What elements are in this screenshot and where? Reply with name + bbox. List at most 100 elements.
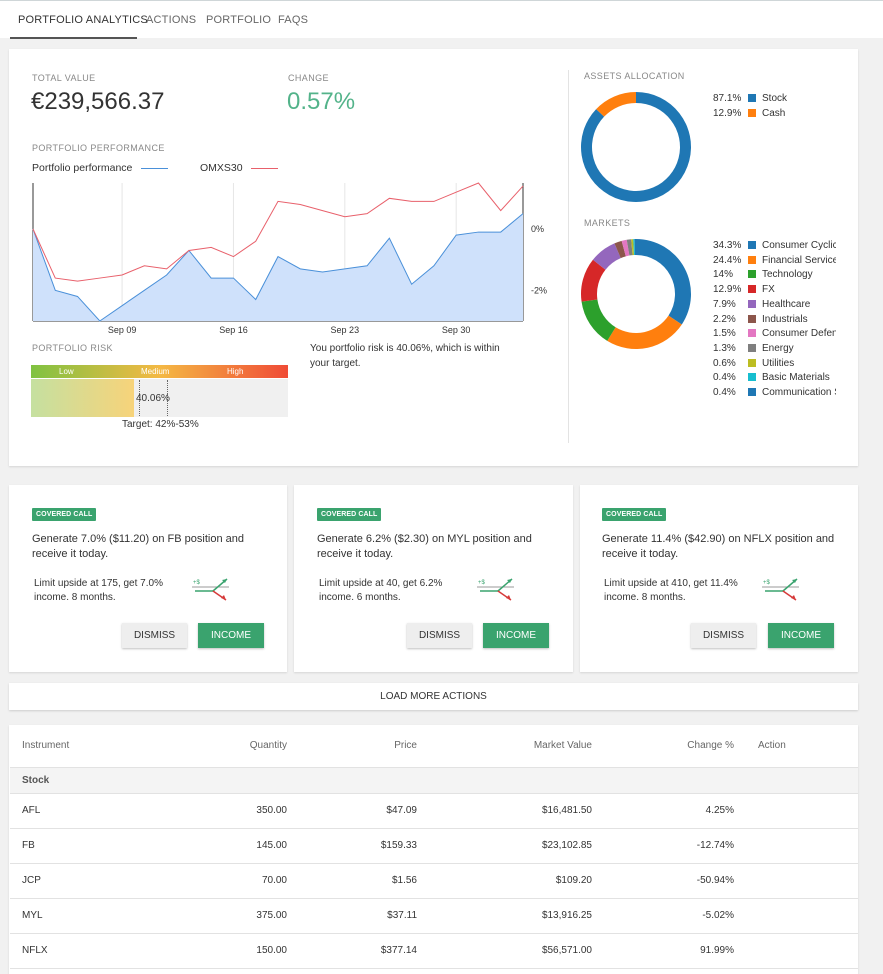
cell-quantity: 70.00 — [261, 875, 287, 886]
legend-swatch — [748, 299, 756, 308]
card-divider — [568, 70, 569, 443]
legend-pct: 34.3% — [713, 240, 742, 251]
cell-market-value: $109.20 — [555, 875, 592, 886]
row-divider — [10, 933, 858, 934]
legend-omxs30-label: OMXS30 — [200, 162, 243, 174]
donut-slice — [614, 240, 626, 259]
svg-text:+$: +$ — [193, 580, 201, 586]
target-min-marker — [139, 380, 140, 416]
legend-pct: 14% — [713, 269, 734, 281]
legend-name: Communication Services — [762, 387, 836, 398]
legend-omxs30-line — [251, 168, 278, 169]
tab-actions[interactable]: ACTIONS — [146, 14, 197, 26]
cell-instrument: FB — [22, 840, 35, 851]
target-max-marker — [167, 380, 168, 416]
dismiss-button[interactable]: DISMISS — [122, 623, 187, 648]
legend-name: Basic Materials — [762, 372, 830, 384]
donut-slice — [633, 239, 636, 256]
col-header-quantity[interactable]: Quantity — [249, 740, 287, 751]
cell-price: $159.33 — [380, 840, 417, 851]
legend-swatch — [748, 388, 756, 396]
legend-pct: 12.9% — [713, 107, 742, 119]
covered-call-payoff-icon: +$ — [477, 578, 514, 601]
action-detail: Limit upside at 410, get 11.4% income. 8… — [604, 578, 738, 603]
cell-instrument: NFLX — [22, 945, 48, 956]
risk-message: You portfolio risk is 40.06%, which is w… — [310, 343, 500, 369]
x-tick-label: Sep 09 — [108, 325, 137, 335]
covered-call-badge: COVERED CALL — [317, 508, 382, 521]
legend-item: 12.9% Cash — [713, 108, 785, 119]
col-header-instrument[interactable]: Instrument — [22, 740, 70, 751]
y-tick-label: -2% — [531, 285, 547, 295]
legend-name: Utilities — [762, 357, 795, 369]
legend-name: Energy — [762, 342, 794, 354]
legend-pct: 87.1% — [713, 93, 742, 104]
legend-item: 0.4% Communication Services — [713, 387, 836, 398]
performance-section-label: PORTFOLIO PERFORMANCE — [32, 143, 165, 153]
legend-item: 1.3% Energy — [713, 343, 794, 354]
donut-slice — [631, 239, 635, 256]
legend-pct: 1.3% — [713, 342, 736, 354]
legend-name: Cash — [762, 107, 786, 119]
income-button[interactable]: INCOME — [198, 623, 264, 648]
legend-name: Financial Services — [762, 254, 836, 266]
cell-market-value: $13,916.25 — [541, 910, 592, 921]
legend-name: Stock — [762, 93, 788, 104]
legend-item: 34.3% Consumer Cyclical — [713, 240, 836, 251]
markets-donut — [581, 239, 691, 349]
donut-slice — [581, 299, 616, 341]
tab-faqs[interactable]: FAQS — [278, 14, 309, 26]
dismiss-button[interactable]: DISMISS — [407, 623, 472, 648]
legend-item: 0.6% Utilities — [713, 358, 794, 369]
change-label: CHANGE — [288, 73, 329, 83]
legend-item: 87.1% Stock — [713, 93, 787, 104]
col-header-market-value[interactable]: Market Value — [533, 740, 592, 751]
legend-pct: 12.9% — [713, 284, 742, 296]
legend-pct: 0.4% — [713, 372, 736, 384]
cell-instrument: AFL — [22, 805, 41, 816]
cell-change: -12.74% — [696, 840, 734, 851]
action-title: Generate 6.2% ($2.30) on MYL position an… — [317, 533, 532, 560]
dismiss-button[interactable]: DISMISS — [691, 623, 756, 648]
col-header-price[interactable]: Price — [394, 740, 417, 751]
legend-item: 14% Technology — [713, 269, 813, 280]
cell-quantity: 375.00 — [256, 910, 287, 921]
legend-portfolio-label: Portfolio performance — [32, 162, 133, 174]
load-more-actions-button[interactable]: LOAD MORE ACTIONS — [9, 683, 858, 710]
total-value-label: TOTAL VALUE — [32, 73, 96, 83]
y-tick-label: 0% — [531, 224, 544, 234]
tab-portfolio-analytics[interactable]: PORTFOLIO ANALYTICS — [18, 14, 148, 26]
legend-swatch — [748, 270, 756, 279]
cell-price: $37.11 — [387, 910, 417, 921]
x-tick-label: Sep 23 — [331, 325, 360, 335]
risk-target: Target: 42%-53% — [122, 419, 199, 430]
donut-slice — [634, 239, 636, 256]
legend-swatch — [748, 255, 756, 264]
active-tab-indicator — [10, 37, 137, 39]
assets-allocation-donut — [581, 92, 691, 202]
cell-price: $1.56 — [391, 875, 417, 886]
donut-slice — [592, 243, 621, 270]
cell-change: 4.25% — [705, 805, 734, 816]
cell-change: -5.02% — [702, 910, 734, 921]
cell-market-value: $16,481.50 — [541, 805, 592, 816]
risk-band-medium: Medium — [141, 367, 170, 376]
tab-portfolio[interactable]: PORTFOLIO — [206, 14, 272, 26]
cell-instrument: JCP — [22, 875, 41, 886]
income-button[interactable]: INCOME — [483, 623, 549, 648]
covered-call-payoff-icon: +$ — [762, 578, 799, 601]
legend-item: 12.9% FX — [713, 284, 775, 295]
assets-allocation-title: ASSETS ALLOCATION — [584, 71, 685, 81]
donut-slice — [596, 92, 636, 117]
cell-market-value: $56,571.00 — [541, 945, 592, 956]
donut-slice — [621, 239, 630, 257]
covered-call-badge: COVERED CALL — [32, 508, 97, 521]
donut-slice — [581, 259, 606, 302]
legend-swatch — [748, 373, 756, 382]
col-header-change[interactable]: Change % — [687, 740, 734, 751]
legend-item: 24.4% Financial Services — [713, 255, 836, 266]
cell-quantity: 150.00 — [256, 945, 287, 956]
income-button[interactable]: INCOME — [768, 623, 834, 648]
cell-quantity: 145.00 — [256, 840, 287, 851]
risk-section-label: PORTFOLIO RISK — [32, 343, 113, 353]
